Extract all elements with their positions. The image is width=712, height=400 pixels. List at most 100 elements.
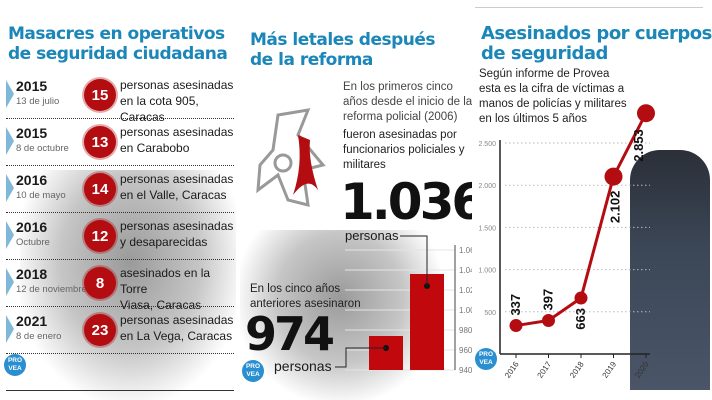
massacre-year: 2018 — [16, 266, 48, 282]
massacre-description: asesinados en la Torre Viasa, Caracas — [120, 265, 234, 313]
massacre-year: 2016 — [16, 219, 48, 235]
security-line-chart: 05001.0001.5002.0002.5002016337201739720… — [478, 104, 655, 380]
y-tick-label: 940 — [459, 366, 472, 375]
x-tick-label: 2016 — [503, 360, 521, 380]
divider — [6, 390, 234, 391]
massacre-date: 8 de enero — [16, 331, 62, 342]
arrow-marker-icon — [6, 315, 14, 343]
security-subtitle: Según informe de Provea esta es la cifra… — [479, 68, 627, 125]
data-label: 337 — [508, 294, 523, 316]
provea-logo: PRO VEA — [242, 360, 264, 382]
massacre-row: 2016 10 de mayo 14 personas asesinadas en… — [6, 166, 234, 213]
y-tick-label: 2.000 — [478, 183, 496, 190]
massacre-row: 2018 12 de noviembre 8 asesinados en la … — [6, 260, 234, 312]
title-line: de la reforma — [250, 50, 373, 70]
y-tick-label: 960 — [459, 346, 472, 355]
y-tick-label: 1.000 — [459, 306, 472, 315]
title-line: Asesinados por cuerpos — [481, 23, 712, 44]
massacre-description: personas asesinadas y desaparecidas — [120, 218, 234, 250]
reform-panel: Más letales después de la reforma En los… — [240, 0, 472, 400]
desc-line: Viasa, Caracas — [120, 298, 202, 312]
divider — [475, 7, 703, 8]
arrow-marker-icon — [6, 127, 14, 155]
desc-line: en la cota 905, Caracas — [120, 94, 199, 124]
soldier-photo-background — [20, 170, 236, 400]
provea-logo: PRO VEA — [4, 354, 26, 376]
massacre-date: 12 de noviembre — [16, 284, 87, 295]
massacre-description: personas asesinadas en La Vega, Caracas — [120, 312, 234, 344]
desc-line: en el Valle, Caracas — [120, 188, 227, 202]
title-line: Más letales después — [250, 30, 436, 50]
massacre-row: 2016 Octubre 12 personas asesinadas y des… — [6, 213, 234, 260]
massacre-description: personas asesinadas en la cota 905, Carac… — [120, 77, 234, 125]
massacre-date: 10 de mayo — [16, 190, 66, 201]
provea-logo: PRO VEA — [475, 348, 497, 370]
desc-line: y desaparecidas — [120, 235, 208, 249]
bar — [410, 274, 444, 370]
title-line: de seguridad ciudadana — [8, 44, 228, 64]
data-label: 2.853 — [631, 129, 646, 162]
x-tick-label: 2020 — [633, 360, 651, 380]
data-point — [604, 167, 623, 186]
blood-splatter-count: 23 — [84, 314, 116, 346]
desc-line: personas asesinadas — [120, 219, 234, 233]
massacre-date: Octubre — [16, 237, 50, 248]
y-tick-label: 1.500 — [478, 225, 496, 232]
body-outline-blood-icon — [248, 95, 338, 225]
blood-splatter-count: 14 — [84, 173, 116, 205]
reform-killers-text: fueron asesinadas por funcionarios polic… — [343, 129, 465, 171]
massacre-date: 13 de julio — [16, 96, 60, 107]
y-tick-label: 1.060 — [459, 246, 472, 255]
arrow-marker-icon — [6, 174, 14, 202]
leader-line — [335, 347, 386, 368]
desc-line: personas asesinadas — [120, 172, 234, 186]
before-count: 974 — [245, 307, 335, 361]
massacres-title: Masacres en operativos de seguridad ciud… — [8, 24, 228, 64]
x-tick-label: 2019 — [601, 360, 619, 380]
blood-splatter-count: 13 — [84, 126, 116, 158]
massacre-row: 2015 13 de julio 15 personas asesinadas e… — [6, 72, 234, 124]
before-text: En los cinco años anteriores asesinaron — [250, 283, 361, 310]
after-count: 1.036 — [340, 173, 472, 231]
reform-title: Más letales después de la reforma — [250, 30, 436, 70]
massacre-row: 2021 8 de enero 23 personas asesinadas en… — [6, 307, 234, 354]
data-point — [574, 291, 588, 305]
data-label: 663 — [573, 308, 588, 330]
data-point — [509, 319, 523, 333]
massacre-year: 2015 — [16, 78, 48, 94]
desc-line: personas asesinadas — [120, 78, 234, 92]
desc-line: personas asesinadas — [120, 313, 234, 327]
y-tick-label: 980 — [459, 326, 472, 335]
massacre-row: 2015 8 de octubre 13 personas asesinadas… — [6, 119, 234, 166]
reform-intro: En los primeros cinco años desde el inic… — [343, 81, 472, 123]
blood-splatter-count: 12 — [84, 220, 116, 252]
data-point — [637, 104, 655, 123]
y-tick-label: 2.500 — [478, 141, 496, 148]
massacre-description: personas asesinadas en Carabobo — [120, 124, 234, 156]
before-unit: personas — [274, 358, 332, 374]
arrow-marker-icon — [6, 80, 14, 108]
data-label: 2.102 — [608, 191, 623, 224]
massacre-date: 8 de octubre — [16, 143, 69, 154]
data-label: 397 — [541, 289, 556, 311]
massacre-year: 2016 — [16, 172, 48, 188]
blood-splatter-count: 15 — [84, 79, 116, 111]
security-killings-panel: Asesinados por cuerpos de seguridad Segú… — [475, 0, 712, 400]
security-title: Asesinados por cuerpos de seguridad — [481, 24, 712, 64]
x-tick-label: 2018 — [568, 360, 586, 380]
massacres-panel: Masacres en operativos de seguridad ciud… — [0, 0, 236, 400]
desc-line: personas asesinadas — [120, 125, 234, 139]
gunman-photo-background — [240, 230, 440, 400]
arrow-marker-icon — [6, 221, 14, 249]
police-officer-photo — [630, 150, 710, 390]
blood-splatter-count: 8 — [84, 267, 116, 299]
massacre-year: 2015 — [16, 125, 48, 141]
y-tick-label: 1.020 — [459, 286, 472, 295]
x-tick-label: 2017 — [536, 360, 554, 380]
title-line: Masacres en operativos — [8, 24, 225, 44]
bar — [369, 336, 403, 370]
y-tick-label: 1.000 — [478, 268, 496, 275]
y-tick-label: 1.040 — [459, 266, 472, 275]
arrow-marker-icon — [6, 268, 14, 296]
desc-line: en La Vega, Caracas — [120, 329, 233, 343]
